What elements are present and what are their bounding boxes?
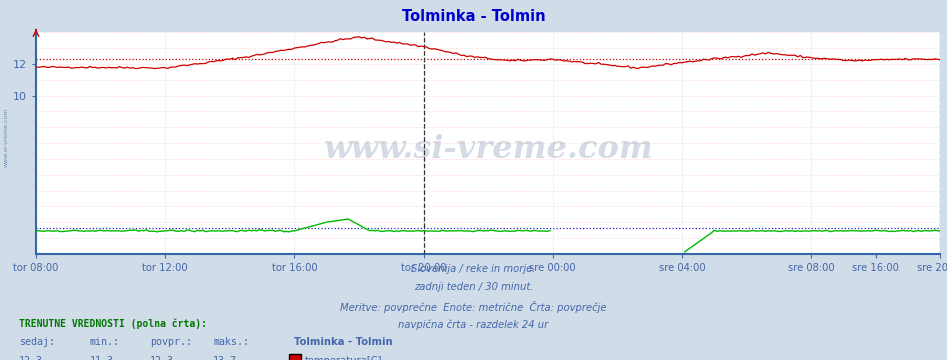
Text: Tolminka - Tolmin: Tolminka - Tolmin <box>294 337 392 347</box>
Text: maks.:: maks.: <box>213 337 249 347</box>
Text: Meritve: povprečne  Enote: metrične  Črta: povprečje: Meritve: povprečne Enote: metrične Črta:… <box>340 301 607 313</box>
Text: Tolminka - Tolmin: Tolminka - Tolmin <box>402 9 545 24</box>
Text: zadnji teden / 30 minut.: zadnji teden / 30 minut. <box>414 282 533 292</box>
Text: min.:: min.: <box>90 337 120 347</box>
Text: 12,3: 12,3 <box>19 356 43 360</box>
Text: Slovenija / reke in morje.: Slovenija / reke in morje. <box>411 264 536 274</box>
Text: temperatura[C]: temperatura[C] <box>305 356 383 360</box>
Text: www.si-vreme.com: www.si-vreme.com <box>323 134 653 165</box>
Text: povpr.:: povpr.: <box>150 337 191 347</box>
Text: www.si-vreme.com: www.si-vreme.com <box>4 107 9 167</box>
Text: navpična črta - razdelek 24 ur: navpična črta - razdelek 24 ur <box>399 320 548 330</box>
Text: 13,7: 13,7 <box>213 356 237 360</box>
Text: 12,3: 12,3 <box>150 356 173 360</box>
Text: 11,3: 11,3 <box>90 356 114 360</box>
Text: sedaj:: sedaj: <box>19 337 55 347</box>
Text: TRENUTNE VREDNOSTI (polna črta):: TRENUTNE VREDNOSTI (polna črta): <box>19 319 207 329</box>
